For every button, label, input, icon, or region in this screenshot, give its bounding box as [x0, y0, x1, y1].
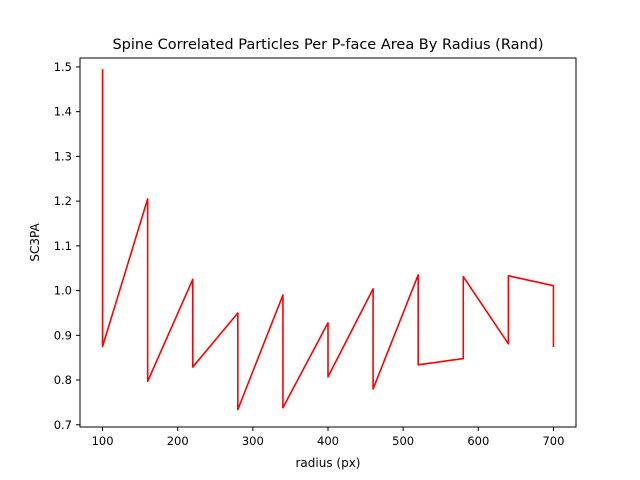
chart-title: Spine Correlated Particles Per P-face Ar… [112, 37, 543, 53]
y-tick-label: 0.8 [54, 373, 72, 387]
y-axis: 0.7 0.8 0.9 1.0 1.1 1.2 1.3 1.4 1.5 [54, 60, 80, 432]
x-axis-label: radius (px) [296, 456, 361, 470]
x-tick-label: 700 [542, 434, 564, 448]
plot-area [101, 69, 555, 411]
x-tick-label: 400 [317, 434, 339, 448]
x-tick-label: 300 [242, 434, 264, 448]
x-tick-label: 100 [92, 434, 114, 448]
y-tick-label: 1.1 [54, 239, 72, 253]
y-tick-label: 1.4 [54, 105, 72, 119]
y-tick-label: 1.0 [54, 284, 72, 298]
x-axis: 100 200 300 400 500 600 700 [92, 427, 564, 448]
y-tick-label: 1.2 [54, 194, 72, 208]
x-tick-label: 500 [392, 434, 414, 448]
y-tick-label: 1.3 [54, 149, 72, 163]
x-tick-label: 200 [167, 434, 189, 448]
y-tick-label: 0.9 [54, 328, 72, 342]
x-tick-label: 600 [467, 434, 489, 448]
series-line-0 [101, 69, 555, 411]
y-axis-label: SC3PA [28, 223, 42, 262]
y-tick-label: 1.5 [54, 60, 72, 74]
y-tick-label: 0.7 [54, 418, 72, 432]
